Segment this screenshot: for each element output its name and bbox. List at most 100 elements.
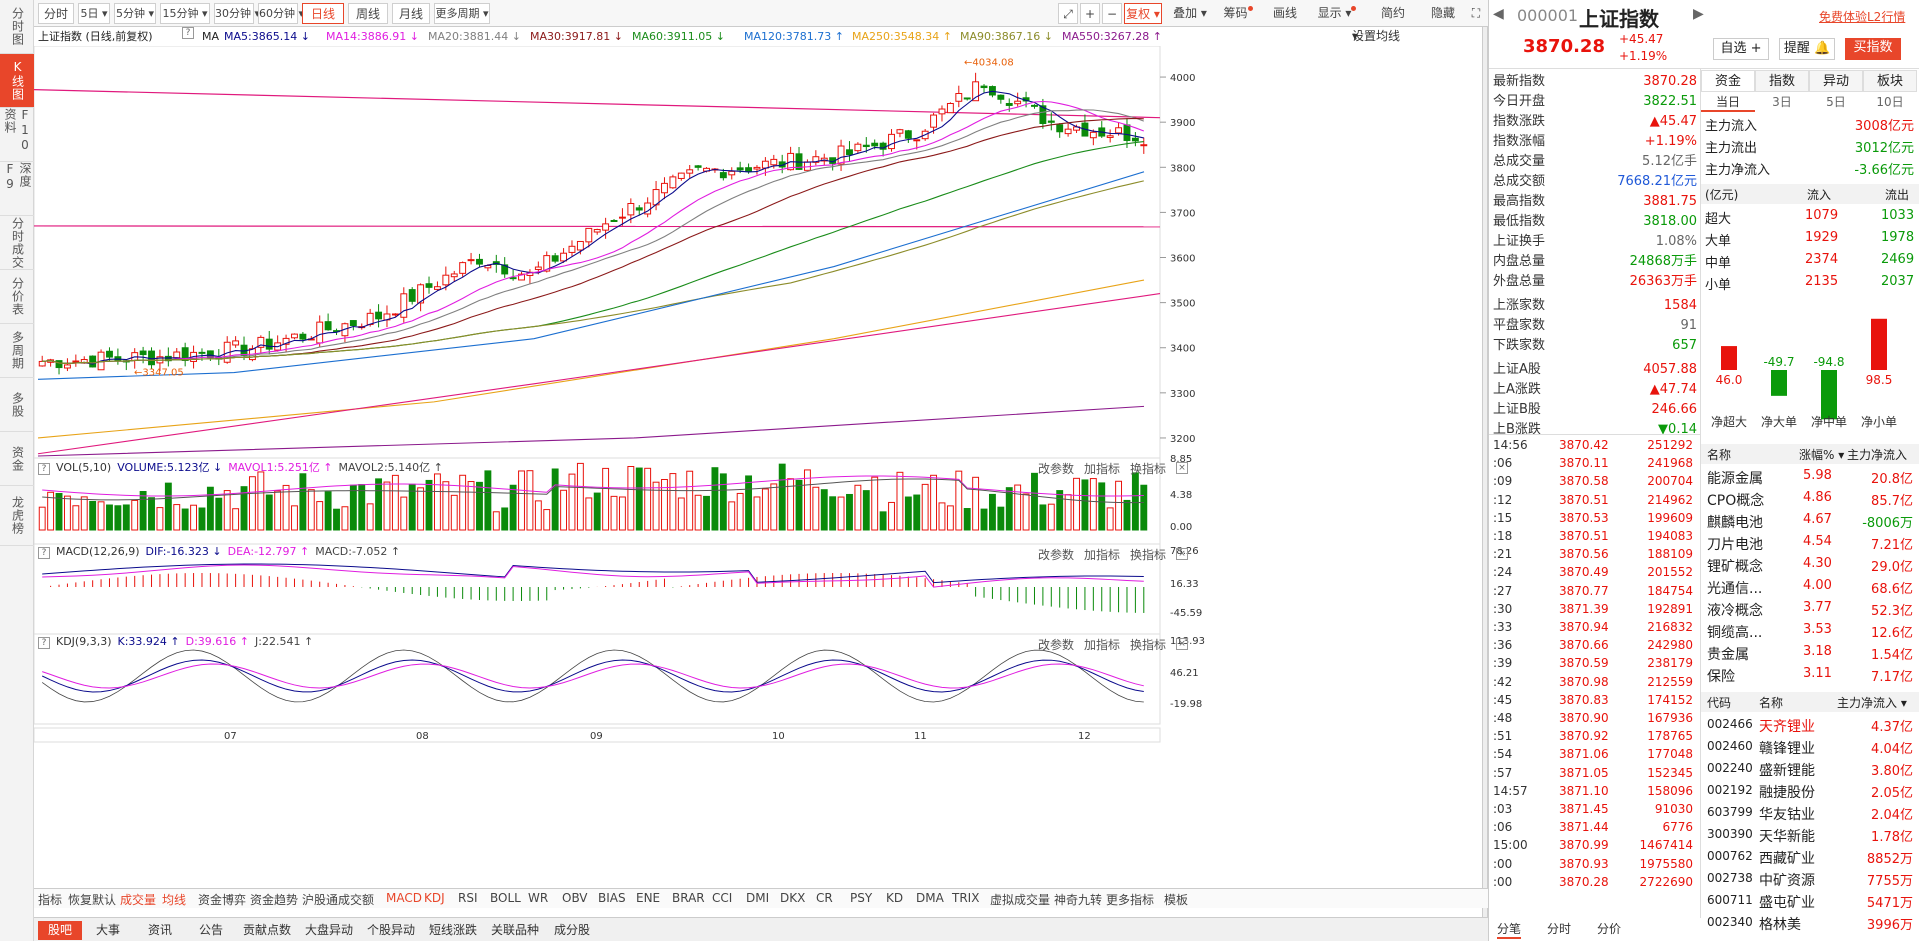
sector-name[interactable]: 刀片电池: [1707, 537, 1763, 553]
left-nav-2[interactable]: F10资料: [0, 108, 34, 162]
indicator-tab-14[interactable]: ENE: [636, 891, 661, 905]
kline-chart-area[interactable]: 4000 3900 3800 3700 3600 3500 3400 3300 3200 ←403…: [34, 46, 1482, 888]
fund-subtab-0[interactable]: 当日: [1701, 92, 1755, 112]
toolbar-0[interactable]: 复权 ▾: [1124, 3, 1162, 24]
bottom-tab-8[interactable]: 关联品种: [490, 923, 539, 937]
left-nav-7[interactable]: 多股: [0, 378, 34, 432]
macd-close-icon[interactable]: ×: [1176, 548, 1188, 560]
fund-tab-0[interactable]: 资金: [1701, 70, 1755, 92]
indicator-tab-17[interactable]: DMI: [746, 891, 770, 905]
left-nav-5[interactable]: 分价表: [0, 270, 34, 324]
sector-name[interactable]: 贵金属: [1707, 647, 1749, 663]
tick-tab-2[interactable]: 分价: [1597, 922, 1622, 936]
stock-name-cell[interactable]: 天华新能: [1759, 829, 1815, 845]
indicator-tab-12[interactable]: OBV: [562, 891, 588, 905]
stock-name-cell[interactable]: 西藏矿业: [1759, 851, 1815, 867]
vol-close-icon[interactable]: ×: [1176, 462, 1188, 474]
stock-name-cell[interactable]: 盛新锂能: [1759, 763, 1815, 779]
macd-action-2[interactable]: 换指标: [1130, 548, 1167, 562]
stock-name-cell[interactable]: 盛屯矿业: [1759, 895, 1815, 911]
indicator-tab-25[interactable]: 神奇九转: [1054, 893, 1103, 907]
sector-name[interactable]: 液冷概念: [1707, 603, 1763, 619]
indicator-tab-19[interactable]: CR: [816, 891, 833, 905]
indicator-tab-26[interactable]: 更多指标: [1106, 893, 1155, 907]
tick-tab-0[interactable]: 分笔: [1497, 920, 1522, 939]
indicator-tab-24[interactable]: 虚拟成交量: [990, 893, 1051, 907]
panel-splitter[interactable]: [1482, 27, 1488, 928]
period-tab-3[interactable]: 15分钟 ▾: [160, 3, 210, 24]
toolbar-6[interactable]: 隐藏: [1430, 6, 1455, 20]
indicator-tab-27[interactable]: 模板: [1164, 893, 1189, 907]
sector-name[interactable]: CPO概念: [1707, 493, 1765, 509]
period-tab-8[interactable]: 月线: [392, 3, 430, 24]
indicator-tab-20[interactable]: PSY: [850, 891, 873, 905]
indicator-tab-7[interactable]: MACD: [386, 891, 422, 905]
indicator-tab-22[interactable]: DMA: [916, 891, 944, 905]
fund-tab-1[interactable]: 指数: [1755, 70, 1809, 92]
stock-name-cell[interactable]: 天齐锂业: [1759, 719, 1815, 735]
period-tab-5[interactable]: 60分钟 ▾: [258, 3, 304, 24]
macd-action-1[interactable]: 加指标: [1084, 548, 1121, 562]
bottom-tab-5[interactable]: 大盘异动: [304, 923, 353, 937]
macd-action-0[interactable]: 改参数: [1038, 548, 1075, 562]
indicator-tab-5[interactable]: 资金趋势: [250, 893, 299, 907]
zoom-out-icon[interactable]: −: [1102, 3, 1122, 24]
indicator-tab-3[interactable]: 均线: [162, 893, 187, 907]
indicator-tab-15[interactable]: BRAR: [672, 891, 705, 905]
prev-stock-icon[interactable]: ◀: [1493, 6, 1504, 22]
toolbar-5[interactable]: 简约: [1380, 6, 1405, 20]
vol-action-0[interactable]: 改参数: [1038, 462, 1075, 476]
stock-name-cell[interactable]: 中矿资源: [1759, 873, 1815, 889]
bottom-tab-9[interactable]: 成分股: [553, 923, 590, 937]
toolbar-3[interactable]: 画线: [1272, 6, 1297, 20]
period-tab-6[interactable]: 日线: [302, 3, 344, 24]
stock-name-cell[interactable]: 格林美: [1759, 917, 1801, 933]
indicator-tab-13[interactable]: BIAS: [598, 891, 626, 905]
fund-subtab-3[interactable]: 10日: [1876, 95, 1904, 109]
fund-subtab-2[interactable]: 5日: [1826, 95, 1846, 109]
sector-name[interactable]: 铜缆高...: [1707, 625, 1763, 641]
indicator-tab-1[interactable]: 恢复默认: [68, 893, 117, 907]
fund-tab-2[interactable]: 异动: [1809, 70, 1863, 92]
stock-name-cell[interactable]: 赣锋锂业: [1759, 741, 1815, 757]
bottom-tab-2[interactable]: 资讯: [147, 923, 172, 937]
tick-tab-1[interactable]: 分时: [1547, 922, 1572, 936]
buy-index-button[interactable]: 买指数: [1845, 38, 1901, 60]
vol-action-1[interactable]: 加指标: [1084, 462, 1121, 476]
left-nav-9[interactable]: 龙虎榜: [0, 486, 34, 546]
period-tab-9[interactable]: 更多周期 ▾: [434, 3, 490, 24]
left-nav-0[interactable]: 分时图: [0, 0, 34, 54]
left-nav-1[interactable]: K线图: [0, 54, 34, 108]
stock-name-cell[interactable]: 融捷股份: [1759, 785, 1815, 801]
indicator-tab-8[interactable]: KDJ: [424, 891, 445, 905]
promo-link[interactable]: 免费体验L2行情: [1819, 10, 1906, 24]
sector-name[interactable]: 锂矿概念: [1707, 559, 1763, 575]
stock-name-cell[interactable]: 华友钴业: [1759, 807, 1815, 823]
bottom-tab-3[interactable]: 公告: [198, 923, 223, 937]
kdj-close-icon[interactable]: ×: [1176, 638, 1188, 650]
toolbar-1[interactable]: 叠加 ▾: [1173, 6, 1207, 20]
kdj-action-2[interactable]: 换指标: [1130, 638, 1167, 652]
bottom-tab-1[interactable]: 大事: [95, 923, 120, 937]
bottom-tab-0[interactable]: 股吧: [38, 921, 82, 940]
indicator-tab-6[interactable]: 沪股通成交额: [302, 893, 375, 907]
zoom-in-icon[interactable]: +: [1080, 3, 1100, 24]
sector-name[interactable]: 保险: [1707, 669, 1735, 685]
kdj-action-1[interactable]: 加指标: [1084, 638, 1121, 652]
period-tab-0[interactable]: 分时: [38, 3, 74, 24]
indicator-tab-16[interactable]: CCI: [712, 891, 733, 905]
left-nav-8[interactable]: 资金: [0, 432, 34, 486]
indicator-tab-4[interactable]: 资金博弈: [198, 893, 247, 907]
period-tab-4[interactable]: 30分钟 ▾: [214, 3, 260, 24]
fund-tab-3[interactable]: 板块: [1863, 70, 1917, 92]
vol-action-2[interactable]: 换指标: [1130, 462, 1167, 476]
fullscreen-icon[interactable]: ⛶: [1471, 6, 1481, 20]
ma-setting-button[interactable]: 设置均线 ▾: [1352, 29, 1401, 43]
indicator-tab-9[interactable]: RSI: [458, 891, 478, 905]
period-tab-2[interactable]: 5分钟 ▾: [114, 3, 156, 24]
next-stock-icon[interactable]: ▶: [1693, 6, 1704, 22]
period-tab-1[interactable]: 5日 ▾: [78, 3, 110, 24]
toolbar-2[interactable]: 筹码: [1218, 3, 1258, 24]
indicator-tab-11[interactable]: WR: [528, 891, 549, 905]
indicator-tab-2[interactable]: 成交量: [120, 893, 157, 907]
